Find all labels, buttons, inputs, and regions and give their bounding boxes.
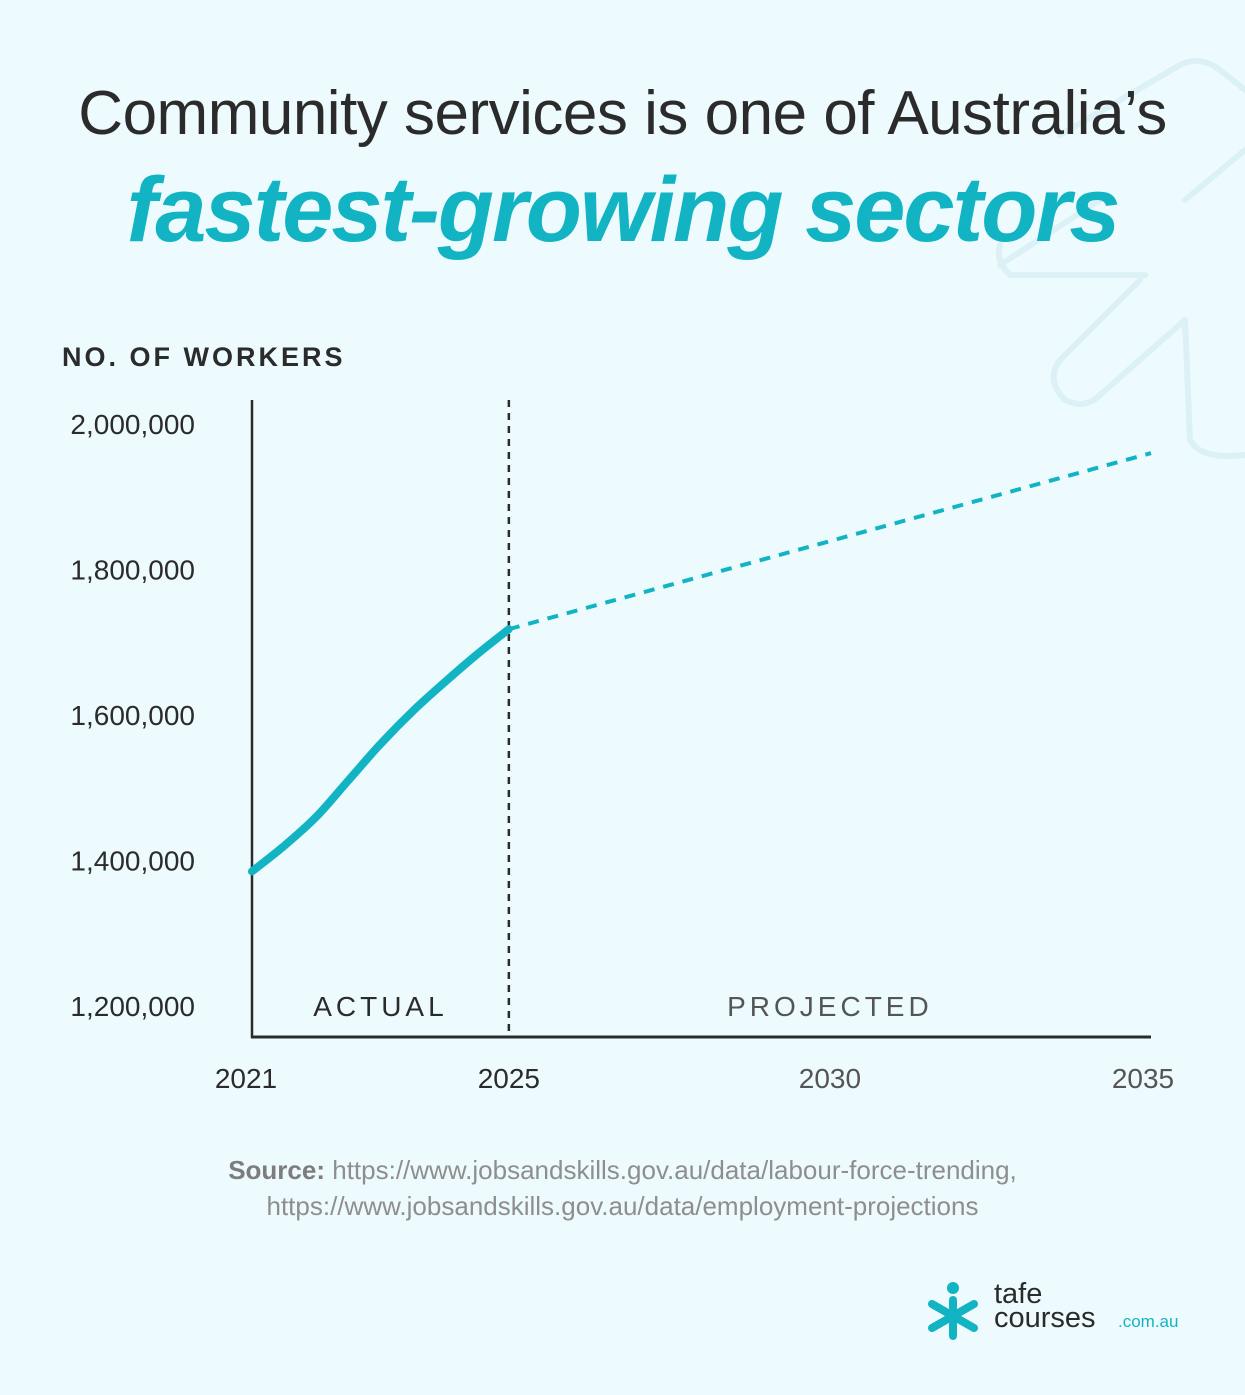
source-label: Source:: [228, 1155, 326, 1185]
y-axis-label: NO. OF WORKERS: [62, 342, 346, 372]
tafecourses-logo[interactable]: tafe courses .com.au: [920, 1278, 1200, 1348]
logo-word-tafe: tafe: [994, 1278, 1043, 1310]
x-tick-label: 2025: [478, 1063, 540, 1094]
asterisk-person-icon: [928, 1282, 978, 1340]
x-tick-label: 2030: [799, 1063, 861, 1094]
x-tick-label: 2021: [215, 1063, 277, 1094]
series-projected-line: [508, 451, 1152, 632]
source-link-1[interactable]: https://www.jobsandskills.gov.au/data/la…: [325, 1155, 1017, 1185]
region-label-projected: PROJECTED: [727, 991, 933, 1022]
title-line-1: Community services is one of Australia’s: [78, 79, 1167, 148]
y-tick-label: 1,200,000: [70, 991, 195, 1022]
logo-word-courses: courses: [994, 1302, 1096, 1334]
y-tick-label: 1,400,000: [70, 846, 195, 877]
y-tick-label: 2,000,000: [70, 409, 195, 440]
title-line-2: fastest-growing sectors: [126, 159, 1121, 261]
y-tick-label: 1,600,000: [70, 700, 195, 731]
x-tick-label: 2035: [1112, 1063, 1174, 1094]
logo-suffix: .com.au: [1118, 1312, 1179, 1331]
region-label-actual: ACTUAL: [313, 991, 447, 1022]
y-tick-label: 1,800,000: [70, 555, 195, 586]
y-tick-labels: 2,000,000 1,800,000 1,600,000 1,400,000 1,20…: [70, 409, 195, 1022]
line-chart: NO. OF WORKERS 2,000,000 1,800,000 1,600,0…: [62, 342, 1174, 1094]
source-link-2[interactable]: https://www.jobsandskills.gov.au/data/em…: [266, 1191, 979, 1221]
x-tick-labels: 2021 2025 2030 2035: [215, 1063, 1174, 1094]
series-actual-line: [248, 625, 513, 876]
source-note: Source: https://www.jobsandskills.gov.au…: [0, 1152, 1245, 1224]
